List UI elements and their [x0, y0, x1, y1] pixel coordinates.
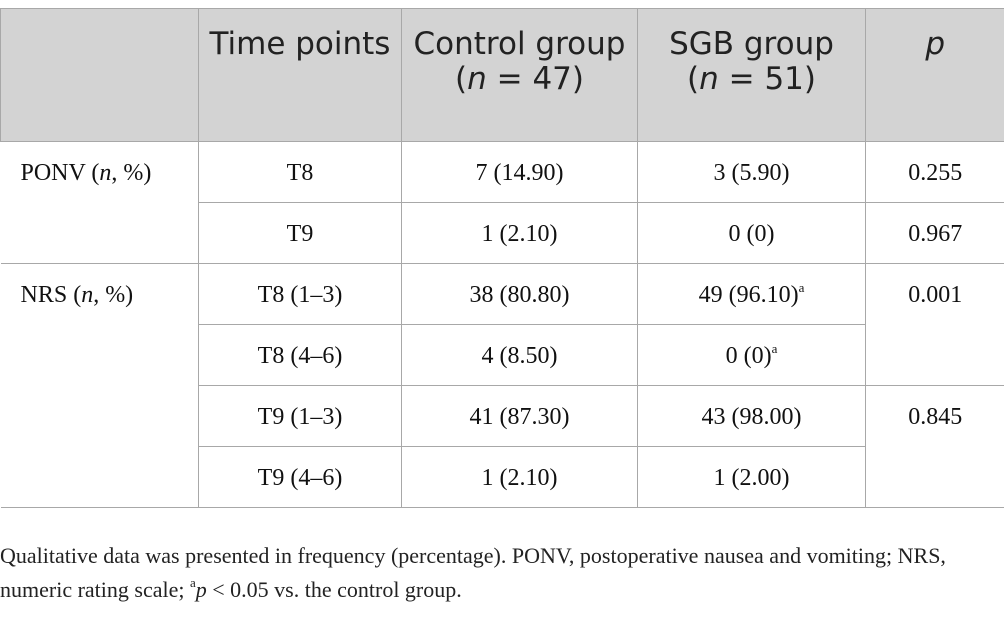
table-row: NRS (n, %) T8 (1–3) 38 (80.80) 49 (96.10…	[0, 263, 1004, 508]
row-label-ponv: PONV (n, %)	[0, 141, 199, 264]
cell-control: 1 (2.10)	[401, 446, 638, 508]
cell-sgb: 0 (0)	[637, 202, 866, 264]
footnote-superscript-a: a	[189, 575, 196, 590]
superscript-a: a	[798, 280, 805, 295]
cell-sgb: 0 (0)a	[637, 324, 866, 386]
cell-time: T8 (1–3)	[198, 263, 402, 325]
table-row: T9 1 (2.10) 0 (0) 0.967	[1, 202, 1004, 264]
results-table: Time points Control group (n = 47) SGB g…	[0, 8, 1004, 508]
table-row: PONV (n, %) T8 7 (14.90) 3 (5.90) 0.255	[0, 141, 1004, 264]
cell-time: T8	[198, 141, 402, 203]
table-footnote: Qualitative data was presented in freque…	[0, 543, 946, 602]
cell-sgb: 49 (96.10)a	[637, 263, 866, 325]
cell-time: T8 (4–6)	[198, 324, 402, 386]
table-row: T8 (4–6) 4 (8.50) 0 (0)a	[1, 324, 1004, 386]
cell-time: T9 (4–6)	[198, 446, 402, 508]
header-sgb-group: SGB group (n = 51)	[637, 8, 866, 142]
header-row: Time points Control group (n = 47) SGB g…	[0, 8, 1004, 142]
cell-time: T9 (1–3)	[198, 385, 402, 447]
header-control-n-var: n	[467, 61, 487, 97]
cell-p: 0.255	[865, 141, 1004, 203]
header-control-n-open: (	[455, 61, 468, 97]
cell-control: 7 (14.90)	[401, 141, 638, 203]
header-sgb-n-value: = 51)	[718, 61, 816, 97]
header-sgb-label: SGB group	[669, 26, 834, 62]
superscript-a: a	[771, 341, 778, 356]
cell-sgb: 1 (2.00)	[637, 446, 866, 508]
cell-sgb: 3 (5.90)	[637, 141, 866, 203]
header-time-points: Time points	[198, 8, 402, 142]
header-control-label: Control group	[413, 26, 626, 62]
cell-control: 41 (87.30)	[401, 385, 638, 447]
header-empty	[0, 8, 199, 142]
cell-p: 0.967	[865, 202, 1004, 264]
cell-control: 38 (80.80)	[401, 263, 638, 325]
table-row: T9 (4–6) 1 (2.10) 1 (2.00)	[1, 446, 1004, 508]
header-p-value: p	[865, 8, 1004, 142]
cell-control: 1 (2.10)	[401, 202, 638, 264]
row-label-nrs: NRS (n, %)	[0, 263, 199, 508]
cell-time: T9	[198, 202, 402, 264]
header-control-group: Control group (n = 47)	[401, 8, 638, 142]
header-sgb-n-open: (	[687, 61, 700, 97]
cell-p: 0.845	[865, 385, 1004, 508]
header-sgb-n-var: n	[699, 61, 719, 97]
header-control-n-value: = 47)	[486, 61, 584, 97]
cell-sgb: 43 (98.00)	[637, 385, 866, 447]
cell-p: 0.001	[865, 263, 1004, 386]
cell-control: 4 (8.50)	[401, 324, 638, 386]
table-row: T9 (1–3) 41 (87.30) 43 (98.00) 0.845	[1, 385, 1004, 508]
